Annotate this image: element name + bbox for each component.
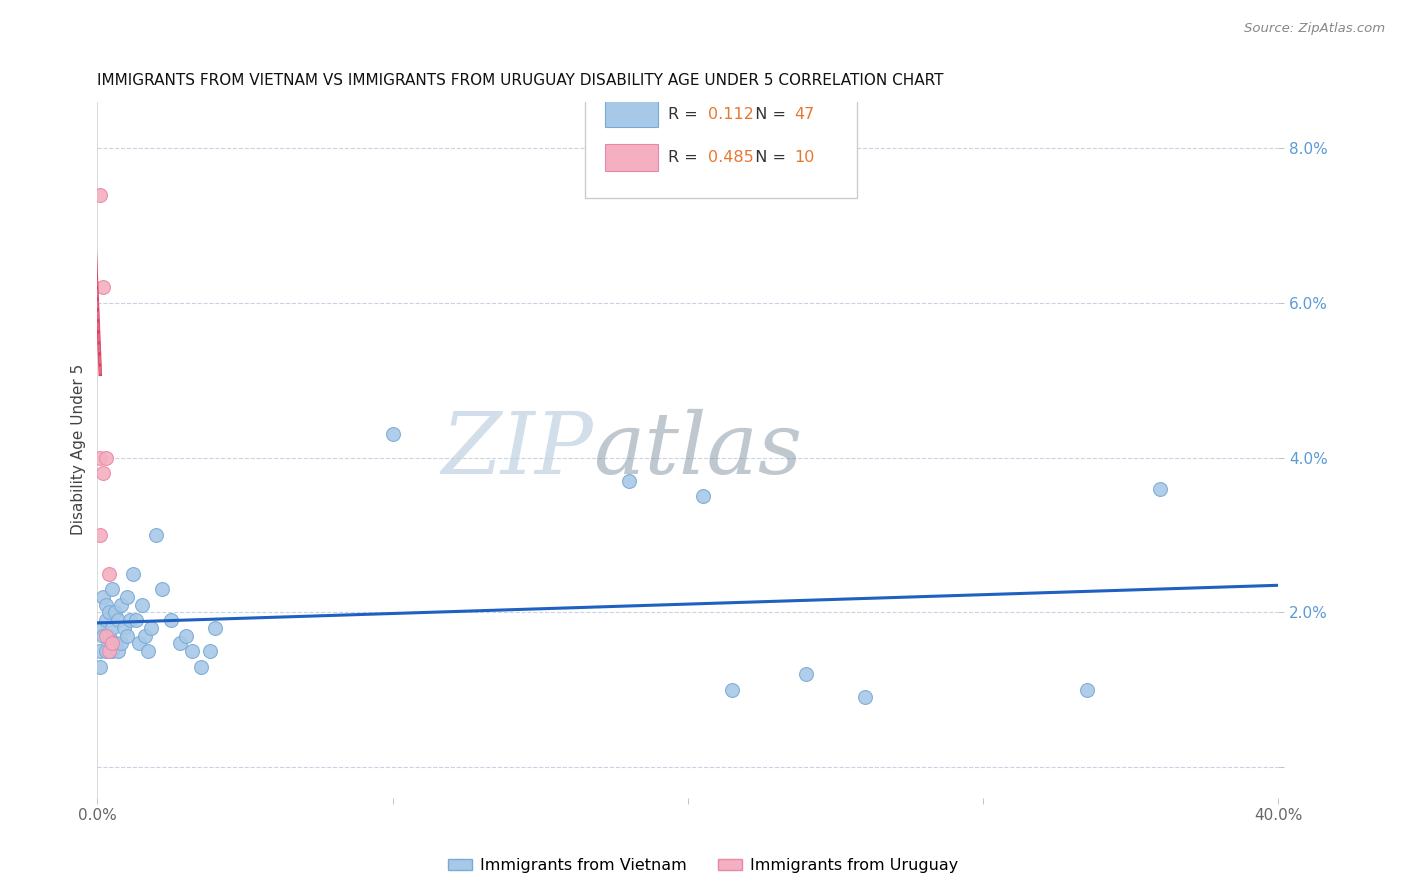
Point bbox=[101, 582, 124, 596]
Text: R =: R = bbox=[668, 107, 703, 121]
Point bbox=[91, 280, 114, 294]
Point bbox=[89, 450, 111, 465]
Point bbox=[101, 621, 124, 635]
Point bbox=[98, 605, 121, 619]
Text: R =: R = bbox=[668, 150, 703, 165]
Point bbox=[115, 590, 138, 604]
Point bbox=[853, 690, 876, 705]
Point bbox=[89, 621, 111, 635]
Point bbox=[110, 598, 132, 612]
Point bbox=[89, 659, 111, 673]
Point bbox=[125, 613, 148, 627]
FancyBboxPatch shape bbox=[585, 91, 856, 198]
Point bbox=[150, 582, 173, 596]
Point bbox=[101, 636, 124, 650]
FancyBboxPatch shape bbox=[605, 145, 658, 170]
Point bbox=[136, 644, 159, 658]
Point bbox=[1076, 682, 1098, 697]
Legend: Immigrants from Vietnam, Immigrants from Uruguay: Immigrants from Vietnam, Immigrants from… bbox=[441, 852, 965, 880]
Point bbox=[110, 636, 132, 650]
Point bbox=[98, 629, 121, 643]
Text: IMMIGRANTS FROM VIETNAM VS IMMIGRANTS FROM URUGUAY DISABILITY AGE UNDER 5 CORREL: IMMIGRANTS FROM VIETNAM VS IMMIGRANTS FR… bbox=[97, 73, 943, 88]
Point bbox=[96, 644, 118, 658]
Point bbox=[104, 636, 127, 650]
Point bbox=[204, 621, 226, 635]
Point bbox=[104, 605, 127, 619]
Point bbox=[112, 621, 135, 635]
Point bbox=[89, 528, 111, 542]
Point bbox=[121, 566, 143, 581]
Text: N =: N = bbox=[745, 150, 790, 165]
Point bbox=[794, 667, 817, 681]
Text: 10: 10 bbox=[794, 150, 814, 165]
Text: 0.485: 0.485 bbox=[709, 150, 754, 165]
Point bbox=[134, 629, 156, 643]
Point bbox=[98, 566, 121, 581]
Point bbox=[107, 613, 129, 627]
Text: Source: ZipAtlas.com: Source: ZipAtlas.com bbox=[1244, 22, 1385, 36]
Text: 47: 47 bbox=[794, 107, 814, 121]
Point bbox=[96, 450, 118, 465]
Point bbox=[91, 466, 114, 480]
Point bbox=[198, 644, 221, 658]
Point bbox=[91, 629, 114, 643]
Point bbox=[96, 613, 118, 627]
FancyBboxPatch shape bbox=[605, 101, 658, 128]
Point bbox=[128, 636, 150, 650]
Point bbox=[174, 629, 197, 643]
Text: ZIP: ZIP bbox=[441, 409, 593, 491]
Point bbox=[91, 590, 114, 604]
Point bbox=[381, 427, 404, 442]
Point bbox=[98, 644, 121, 658]
Point bbox=[692, 489, 714, 503]
Point bbox=[118, 613, 141, 627]
Point bbox=[721, 682, 744, 697]
Text: atlas: atlas bbox=[593, 409, 803, 491]
Point bbox=[169, 636, 191, 650]
Point bbox=[1149, 482, 1171, 496]
Point bbox=[89, 187, 111, 202]
Point bbox=[131, 598, 153, 612]
Point bbox=[96, 598, 118, 612]
Y-axis label: Disability Age Under 5: Disability Age Under 5 bbox=[72, 364, 86, 535]
Point bbox=[190, 659, 212, 673]
Text: 0.112: 0.112 bbox=[709, 107, 754, 121]
Point bbox=[180, 644, 202, 658]
Point bbox=[101, 644, 124, 658]
Point bbox=[145, 528, 167, 542]
Point bbox=[89, 644, 111, 658]
Point bbox=[617, 474, 640, 488]
Point bbox=[96, 629, 118, 643]
Point bbox=[160, 613, 183, 627]
Point bbox=[107, 644, 129, 658]
Text: N =: N = bbox=[745, 107, 790, 121]
Point bbox=[115, 629, 138, 643]
Point bbox=[139, 621, 162, 635]
